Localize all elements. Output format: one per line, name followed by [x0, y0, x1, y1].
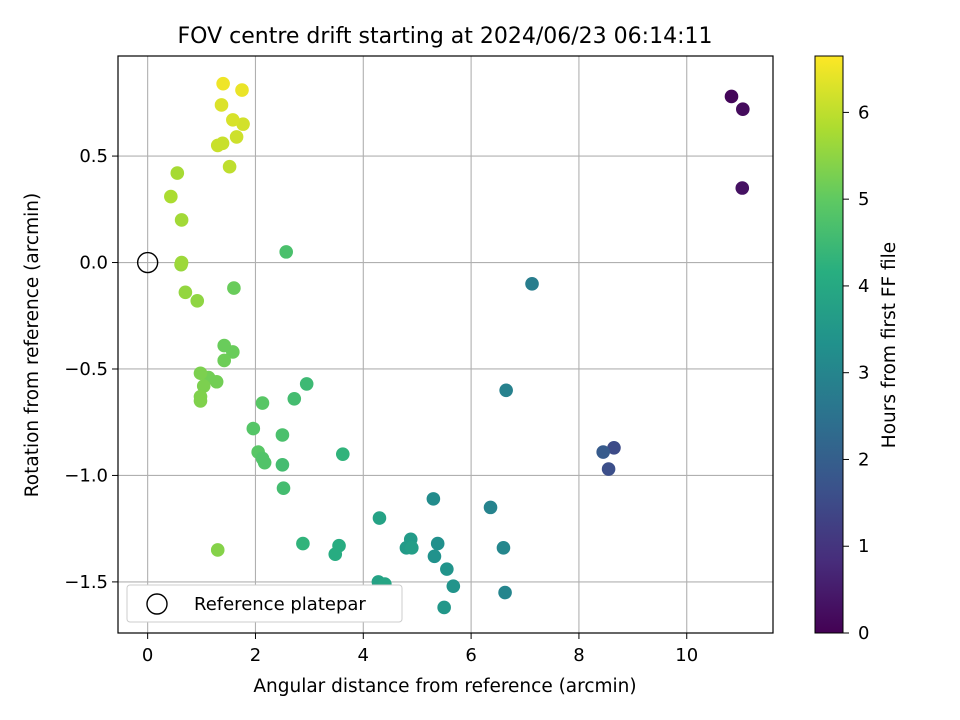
x-tick-label: 2 [250, 645, 261, 666]
colorbar: 0 1 2 3 4 5 6 Hours from first FF file [814, 55, 900, 644]
y-axis: −1.5 −1.0 −0.5 0.0 0.5 [64, 146, 118, 593]
data-points [164, 76, 750, 615]
plot-frame [117, 55, 774, 634]
data-point [601, 462, 616, 476]
colorbar-tick-label: 3 [858, 363, 869, 384]
data-point [496, 541, 511, 555]
chart-title: FOV centre drift starting at 2024/06/23 … [178, 24, 713, 49]
data-point [372, 511, 387, 525]
data-point [525, 277, 539, 291]
colorbar-tick-label: 2 [858, 449, 869, 470]
data-point [227, 281, 241, 295]
data-point [229, 130, 244, 144]
x-axis-label: Angular distance from reference (arcmin) [253, 676, 636, 697]
legend: Reference platepar [126, 584, 403, 623]
colorbar-gradient [814, 55, 844, 634]
data-point [214, 98, 229, 112]
y-tick-label: 0.0 [79, 253, 108, 274]
data-point [193, 366, 208, 381]
data-point [276, 481, 291, 496]
data-point [724, 89, 739, 104]
data-point [190, 294, 205, 308]
legend-label-reference: Reference platepar [194, 594, 366, 615]
data-point [328, 547, 343, 562]
y-tick-label: −0.5 [64, 359, 108, 380]
data-point [446, 579, 461, 593]
data-point [226, 113, 240, 127]
colorbar-ticks: 0 1 2 3 4 5 6 [843, 102, 869, 644]
data-point [596, 445, 610, 459]
data-point [174, 213, 189, 227]
data-point [437, 600, 451, 615]
x-tick-label: 4 [358, 645, 369, 666]
data-point [246, 421, 261, 436]
data-point [405, 541, 419, 555]
data-point [275, 428, 290, 442]
data-point [426, 492, 441, 506]
data-point [440, 562, 454, 576]
y-tick-label: −1.0 [64, 465, 108, 486]
data-point [196, 379, 211, 393]
y-tick-label: −1.5 [64, 572, 108, 593]
data-point [299, 377, 314, 391]
data-point [430, 536, 445, 551]
data-point [216, 76, 230, 91]
data-point [178, 285, 193, 300]
legend-marker-reference [146, 593, 168, 615]
colorbar-tick-label: 4 [858, 276, 869, 297]
data-point [235, 83, 249, 97]
data-point [287, 391, 302, 406]
y-axis-label: Rotation from reference (arcmin) [22, 193, 43, 497]
data-point [222, 159, 237, 174]
data-point [736, 102, 750, 117]
colorbar-label: Hours from first FF file [879, 242, 900, 448]
x-axis: 0 2 4 6 8 10 [142, 633, 698, 666]
colorbar-tick-label: 0 [858, 623, 869, 644]
data-point [255, 396, 270, 410]
x-tick-label: 0 [142, 645, 153, 666]
data-point [483, 500, 498, 515]
data-point [170, 166, 185, 180]
data-point [498, 585, 512, 600]
data-point [257, 455, 272, 470]
legend-box [126, 584, 403, 623]
data-point [296, 536, 310, 551]
data-point [735, 181, 750, 195]
data-point [164, 189, 178, 204]
data-point [336, 447, 350, 461]
data-point [174, 255, 189, 270]
data-point [210, 543, 225, 557]
data-point [427, 549, 442, 564]
data-point [217, 353, 232, 368]
data-point [607, 440, 621, 455]
colorbar-tick-label: 6 [858, 102, 869, 123]
grid [118, 56, 773, 633]
reference-platepar-marker [136, 251, 159, 274]
x-tick-label: 8 [573, 645, 584, 666]
data-point [193, 394, 208, 408]
y-tick-label: 0.5 [79, 146, 108, 167]
data-point [279, 245, 293, 259]
data-point [275, 457, 290, 472]
x-tick-label: 10 [675, 645, 698, 666]
colorbar-tick-label: 1 [858, 536, 869, 557]
data-point [499, 383, 513, 398]
colorbar-tick-label: 5 [858, 189, 869, 210]
data-point [236, 117, 250, 131]
x-tick-label: 6 [465, 645, 476, 666]
data-point [217, 338, 232, 353]
data-point [215, 136, 230, 151]
